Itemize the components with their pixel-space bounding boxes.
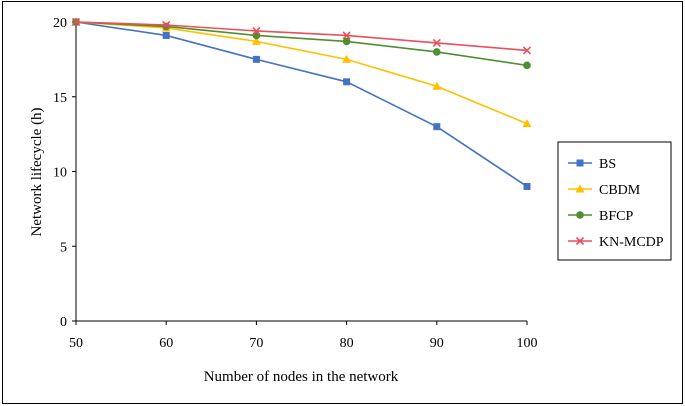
x-tick-label: 50 bbox=[69, 336, 83, 351]
legend: BS CBDM BFCP KN-MCDP bbox=[557, 141, 672, 261]
data-point-bs bbox=[523, 182, 531, 190]
data-point-kn-mcdp bbox=[342, 31, 351, 40]
data-point-kn-mcdp bbox=[432, 38, 441, 47]
legend-swatch-marker bbox=[575, 236, 585, 246]
y-tick-label: 0 bbox=[60, 315, 67, 330]
y-tick-label: 5 bbox=[60, 240, 67, 255]
x-tick-label: 90 bbox=[430, 336, 444, 351]
legend-swatch-marker bbox=[576, 159, 584, 167]
series-line-kn-mcdp bbox=[75, 21, 528, 52]
y-tick-label: 20 bbox=[53, 16, 67, 31]
series-line-cbdm bbox=[75, 21, 528, 125]
data-point-cbdm bbox=[342, 54, 352, 63]
data-point-kn-mcdp bbox=[252, 26, 261, 36]
series-kn-mcdp bbox=[71, 17, 532, 55]
legend-item-cbdm: CBDM bbox=[568, 183, 641, 198]
y-tick-label: 10 bbox=[53, 166, 67, 181]
x-tick-label: 60 bbox=[159, 336, 173, 351]
series-line-bs bbox=[75, 21, 528, 188]
legend-label: BS bbox=[599, 157, 616, 172]
data-point-cbdm bbox=[522, 119, 532, 128]
x-tick-label: 70 bbox=[249, 336, 263, 351]
data-point-bfcp bbox=[523, 61, 531, 70]
data-point-cbdm bbox=[251, 36, 261, 45]
x-axis-title: Number of nodes in the network bbox=[204, 369, 399, 385]
data-point-bfcp bbox=[162, 22, 170, 31]
data-point-bs bbox=[162, 31, 170, 39]
y-tick-label: 15 bbox=[53, 91, 67, 106]
legend-item-bs: BS bbox=[568, 157, 616, 172]
data-point-kn-mcdp bbox=[522, 46, 532, 55]
legend-swatch-marker bbox=[575, 184, 585, 193]
series-layer bbox=[71, 17, 532, 190]
series-bfcp bbox=[72, 18, 531, 70]
series-line-bfcp bbox=[75, 21, 528, 67]
legend-item-kn-mcdp: KN-MCDP bbox=[568, 235, 664, 250]
legend-label: CBDM bbox=[599, 183, 641, 198]
legend-swatch-marker bbox=[576, 211, 584, 219]
data-point-bfcp bbox=[342, 37, 351, 46]
data-point-bs bbox=[252, 55, 260, 63]
x-tick-label: 80 bbox=[340, 336, 354, 351]
data-point-cbdm bbox=[432, 81, 442, 90]
data-point-bfcp bbox=[433, 48, 441, 56]
legend-label: KN-MCDP bbox=[599, 235, 664, 250]
legend-label: BFCP bbox=[599, 209, 633, 224]
x-tick-label: 100 bbox=[517, 336, 538, 351]
legend-item-bfcp: BFCP bbox=[568, 209, 633, 224]
data-point-bs bbox=[343, 78, 351, 86]
axes: 0 5 10 15 20 50 60 70 80 90 100 bbox=[53, 16, 538, 351]
y-axis-title: Network lifecycle (h) bbox=[29, 107, 45, 236]
data-point-kn-mcdp bbox=[162, 20, 171, 30]
data-point-kn-mcdp bbox=[71, 17, 81, 27]
data-point-bs bbox=[433, 123, 441, 131]
